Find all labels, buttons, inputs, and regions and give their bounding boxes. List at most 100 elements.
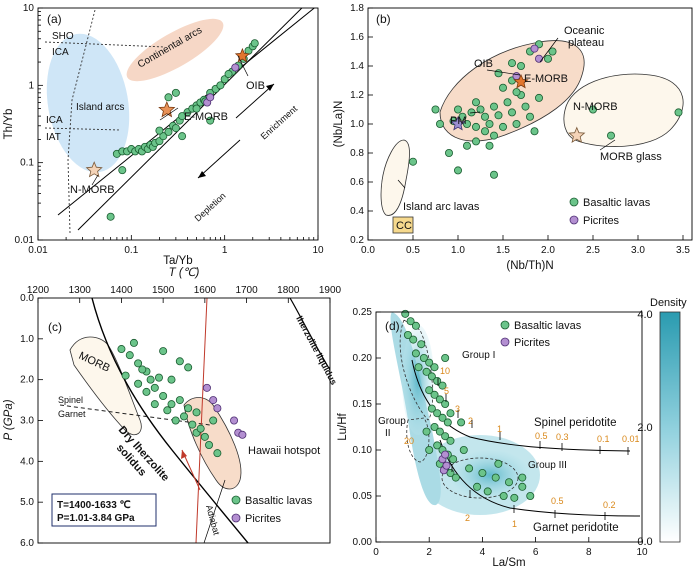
data-point	[411, 321, 420, 330]
data-point	[526, 491, 535, 500]
data-point	[433, 441, 442, 450]
pm-label: PM	[450, 115, 467, 127]
legend-basaltic-label: Basaltic lavas	[583, 197, 651, 209]
panel-c-ytick: 2.0	[20, 375, 34, 386]
garnet-marks: 20 2 1 0.5 0.2	[404, 436, 616, 529]
data-point	[471, 122, 480, 131]
lherzolite-liquidus-label: lherzolite liquidus	[294, 314, 339, 386]
data-point	[471, 137, 480, 146]
data-point	[425, 358, 434, 367]
panel-b-xtick: 2.0	[541, 245, 555, 256]
panel-b-xtick: 0.0	[361, 245, 375, 256]
panel-c-xtick: 1500	[152, 285, 175, 296]
data-point	[498, 122, 507, 131]
legend-basaltic-marker-c	[231, 495, 241, 505]
data-point	[435, 120, 444, 129]
island-arc-lavas-field	[380, 139, 410, 216]
picrite-point	[230, 416, 239, 425]
svg-text:0.3: 0.3	[556, 432, 569, 442]
data-point	[518, 473, 527, 482]
group-iii-label: Group III	[528, 460, 567, 471]
svg-text:0.1: 0.1	[597, 434, 610, 444]
data-point	[458, 112, 467, 121]
depletion-label: Depletion	[193, 191, 228, 224]
data-point	[503, 98, 512, 107]
data-point	[171, 88, 180, 97]
data-point	[403, 330, 412, 339]
panel-c-ytick: 3.0	[20, 416, 34, 427]
data-point	[422, 427, 431, 436]
panel-b-ytick: 0.6	[350, 177, 364, 188]
picrite-point	[202, 383, 211, 392]
legend-picrite-marker-d	[500, 337, 510, 347]
panel-a-ytick: 1	[28, 80, 34, 91]
data-point	[483, 487, 492, 496]
data-point	[459, 445, 468, 454]
panel-d-label: (d)	[385, 319, 400, 333]
panel-b-points	[408, 40, 683, 179]
panel-a-xlabel: Ta/Yb	[163, 255, 192, 267]
morb-field	[69, 336, 142, 436]
ica-low-label: ICA	[46, 115, 63, 126]
data-point	[206, 116, 215, 125]
data-point	[406, 317, 415, 326]
density-colorbar	[659, 311, 681, 543]
spinel-marks: 10 5 3 2 1 0.5 0.3 0.1 0.01	[440, 366, 640, 444]
sho-label: SHO	[52, 31, 74, 42]
data-point	[530, 127, 539, 136]
panel-c-ytick: 5.0	[20, 497, 34, 508]
data-point	[417, 340, 426, 349]
data-point	[438, 413, 447, 422]
data-point	[453, 105, 462, 114]
data-point	[446, 436, 455, 445]
morb-glass-label: MORB glass	[600, 151, 662, 163]
data-point	[155, 126, 164, 135]
panel-a-ytick: 0.1	[20, 158, 34, 169]
panel-b: 0.0 0.5 1.0 1.5 2.0 2.5 3.0 3.5 0.2 0.4 0.6 0.8 1.0 1…	[333, 3, 693, 272]
panel-c-xtick: 1700	[235, 285, 258, 296]
panel-b-ylabel: (Nb/La)N	[333, 101, 345, 148]
panel-d-frame	[375, 311, 643, 543]
panel-c-ylabel: P (GPa)	[3, 399, 15, 440]
panel-d-ylabel: Lu/Hf	[337, 412, 349, 440]
n-morb-label-b: N-MORB	[573, 101, 618, 113]
panel-d-xtick: 8	[586, 547, 592, 558]
data-point	[164, 127, 173, 136]
data-point	[465, 464, 474, 473]
panel-c-label: (c)	[48, 320, 62, 334]
data-point	[213, 449, 222, 458]
data-point	[184, 404, 193, 413]
svg-text:0.5: 0.5	[551, 496, 564, 506]
data-point	[425, 445, 434, 454]
data-point	[433, 409, 442, 418]
picrite-point	[231, 63, 240, 72]
data-point	[433, 376, 442, 385]
svg-text:2: 2	[465, 513, 470, 523]
data-point	[485, 141, 494, 150]
legend-picrite-label-d: Picrites	[514, 337, 551, 349]
legend-basaltic-label-d: Basaltic lavas	[514, 320, 582, 332]
panel-a-xtick: 1	[222, 245, 228, 256]
data-point	[494, 459, 503, 468]
data-point	[607, 131, 616, 140]
data-point	[491, 473, 500, 482]
panel-d-xtick: 2	[426, 547, 432, 558]
data-point	[510, 493, 519, 502]
panel-d: 0 2 4 6 8 100.000.050.100.150.200.25 (d) Grou…	[337, 297, 687, 569]
data-point	[427, 372, 436, 381]
panel-c-ytick: 4.0	[20, 456, 34, 467]
colorbar-tick-2: 2.0	[637, 422, 652, 434]
data-point	[494, 69, 503, 78]
oceanic-label-2: plateau	[568, 37, 604, 49]
cc-box	[392, 216, 414, 234]
data-point	[435, 427, 444, 436]
data-point	[138, 365, 147, 374]
legend-picrite-label-c: Picrites	[245, 513, 282, 525]
data-point	[544, 54, 553, 63]
data-point	[408, 157, 417, 166]
temperature-estimate: T=1400-1633 ℃	[57, 500, 131, 511]
panel-a-xtick: 0.01	[28, 245, 48, 256]
data-point	[498, 83, 507, 92]
